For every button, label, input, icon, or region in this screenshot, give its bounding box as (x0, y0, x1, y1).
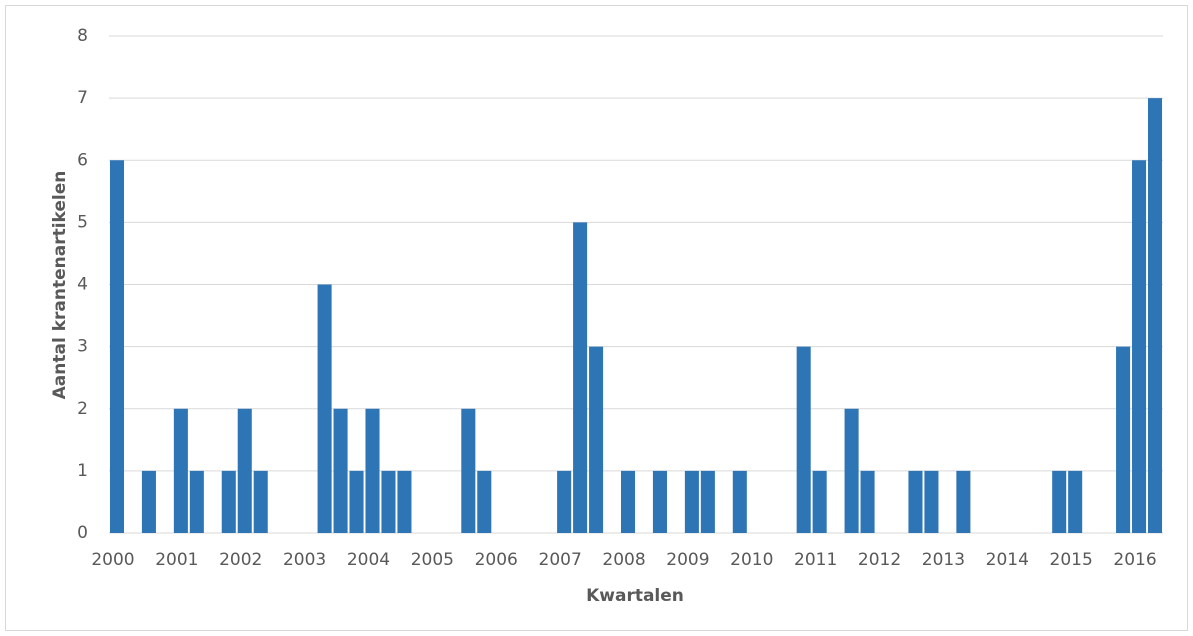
bar (684, 470, 699, 533)
bar (860, 470, 875, 533)
bar (1147, 98, 1163, 533)
bar (700, 470, 715, 533)
x-tick-label: 2010 (730, 550, 773, 570)
bar (477, 470, 492, 533)
bar (844, 408, 859, 533)
x-tick-label: 2014 (986, 550, 1029, 570)
bar (317, 284, 332, 533)
bar (796, 346, 811, 533)
x-tick-label: 2006 (475, 550, 518, 570)
y-tick-label: 6 (77, 150, 88, 170)
bar (365, 408, 380, 533)
bar (620, 470, 636, 533)
bar (221, 470, 236, 533)
x-tick-label: 2004 (347, 550, 390, 570)
bar (924, 470, 939, 533)
x-axis-title: Kwartalen (586, 586, 684, 606)
x-tick-label: 2003 (283, 550, 326, 570)
y-tick-label: 4 (77, 275, 88, 295)
bar (1068, 470, 1083, 533)
y-tick-label: 0 (77, 523, 88, 543)
bar (333, 408, 348, 533)
x-tick-label: 2008 (602, 550, 645, 570)
x-tick-label: 2012 (858, 550, 901, 570)
bar (1116, 346, 1131, 533)
bar (141, 470, 156, 533)
bar (109, 160, 125, 533)
x-tick-label: 2013 (922, 550, 965, 570)
y-tick-label: 8 (77, 26, 88, 46)
bar (573, 222, 588, 533)
bar (189, 470, 204, 533)
y-tick-label: 1 (77, 461, 88, 481)
x-tick-label: 2007 (539, 550, 582, 570)
bar (349, 470, 364, 533)
bar (652, 470, 667, 533)
x-tick-label: 2005 (411, 550, 454, 570)
x-tick-label: 2016 (1113, 550, 1156, 570)
bar (732, 470, 747, 533)
bar (381, 470, 396, 533)
y-tick-label: 2 (77, 399, 88, 419)
y-tick-label: 3 (77, 337, 88, 357)
x-tick-label: 2000 (91, 550, 134, 570)
x-tick-label: 2002 (219, 550, 262, 570)
bar (1052, 470, 1067, 533)
chart-frame (5, 5, 1188, 631)
bar (461, 408, 476, 533)
bar (397, 470, 412, 533)
x-tick-label: 2015 (1050, 550, 1093, 570)
bar (237, 408, 252, 533)
bar (908, 470, 923, 533)
x-tick-label: 2001 (155, 550, 198, 570)
bar (589, 346, 604, 533)
x-tick-label: 2009 (666, 550, 709, 570)
bar (812, 470, 827, 533)
bar (253, 470, 268, 533)
y-tick-label: 7 (77, 88, 88, 108)
x-tick-label: 2011 (794, 550, 837, 570)
y-tick-label: 5 (77, 212, 88, 232)
bar (557, 470, 572, 533)
y-axis-title: Aantal krantenartikelen (50, 171, 70, 400)
bar (956, 470, 971, 533)
bar (173, 408, 188, 533)
bar (1132, 160, 1147, 533)
